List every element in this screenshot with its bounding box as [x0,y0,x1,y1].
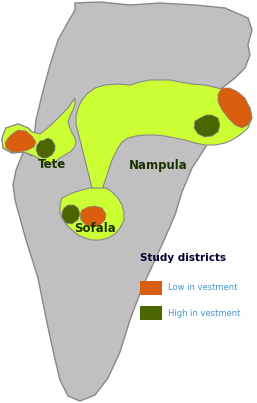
Polygon shape [194,115,220,137]
Bar [140,281,162,295]
Text: Sofala: Sofala [74,222,116,235]
Text: Low in vestment: Low in vestment [168,283,237,293]
Text: Study districts: Study districts [140,253,226,263]
Polygon shape [80,206,106,227]
Polygon shape [2,2,252,401]
Polygon shape [5,130,36,152]
Polygon shape [2,98,76,165]
Text: High in vestment: High in vestment [168,309,240,318]
Polygon shape [36,138,55,158]
Bar [140,306,162,320]
Text: Nampula: Nampula [128,158,187,172]
Polygon shape [62,205,80,224]
Polygon shape [218,88,252,128]
Text: Tete: Tete [38,158,66,172]
Polygon shape [60,188,124,240]
Polygon shape [76,80,252,200]
